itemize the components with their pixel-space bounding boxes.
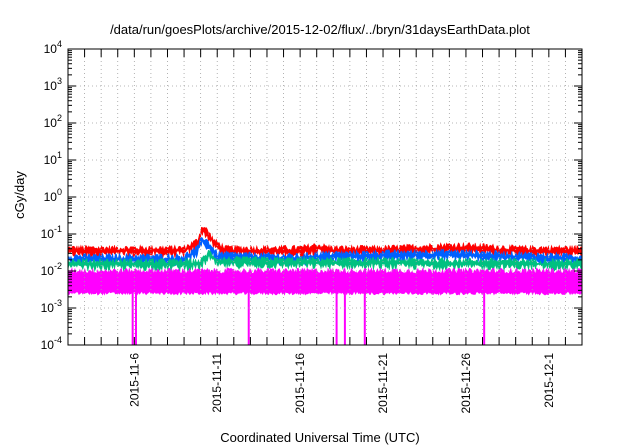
x-axis-title: Coordinated Universal Time (UTC)	[220, 430, 420, 445]
x-tick-label: 2015-12-1	[542, 353, 556, 408]
x-tick-label: 2015-11-21	[376, 353, 390, 414]
y-tick-label: 103	[44, 76, 62, 93]
x-tick-label: 2015-11-11	[210, 353, 224, 413]
y-tick-label: 100	[44, 187, 62, 204]
series-4-trace	[67, 267, 583, 296]
y-axis-title: cGy/day	[12, 171, 27, 219]
y-tick-label: 10-2	[41, 261, 62, 278]
y-tick-label: 101	[44, 150, 62, 167]
y-tick-label: 102	[44, 113, 62, 130]
y-tick-label: 104	[44, 39, 62, 56]
x-tick-label: 2015-11-26	[459, 353, 473, 414]
series-layer	[67, 226, 583, 345]
x-tick-label: 2015-11-6	[127, 353, 141, 407]
tick-layer: 10-4 10-3 10-2 10-1 100 101 102 103 104 2015-11-6…	[41, 39, 582, 414]
y-tick-label: 10-1	[41, 224, 62, 241]
chart-title: /data/run/goesPlots/archive/2015-12-02/f…	[110, 22, 530, 37]
x-tick-label: 2015-11-16	[293, 353, 307, 414]
grid-layer	[68, 49, 582, 345]
y-tick-label: 10-4	[41, 335, 62, 352]
y-tick-label: 10-3	[41, 298, 62, 315]
